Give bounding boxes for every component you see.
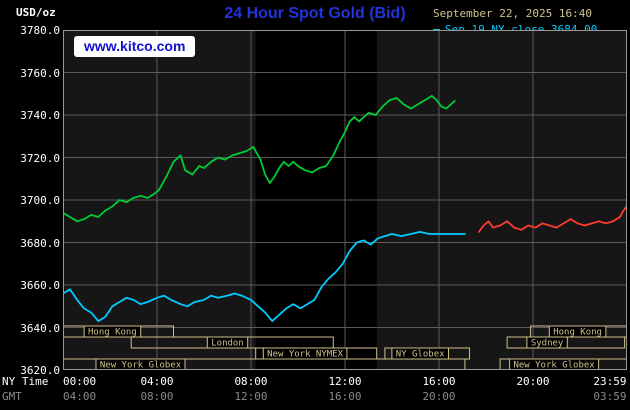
y-tick-label: 3760.0 [20, 66, 60, 80]
gmt-axis-label: GMT [2, 390, 22, 403]
session-label-box [509, 358, 600, 370]
x-tick-gmt-label: 04:00 [63, 390, 97, 403]
session-label-box [526, 336, 568, 349]
y-tick-label: 3680.0 [20, 236, 60, 250]
x-tick-ny-label: 04:00 [140, 375, 174, 388]
session-label: London [211, 339, 244, 349]
x-tick-gmt-label: 20:00 [422, 390, 456, 403]
plot-border [63, 30, 627, 370]
x-tick-gmt-label: 03:59 [593, 390, 627, 403]
ny-time-axis-label: NY Time [2, 375, 49, 388]
session-label: New York Globex [513, 361, 595, 371]
plot-svg: Hong Kong Hong Kong London Sydney New York N… [63, 30, 627, 370]
session-label: New York Globex [100, 361, 182, 371]
x-tick-ny-label: 20:00 [516, 375, 550, 388]
x-tick-ny-label: 23:59 [593, 375, 627, 388]
x-tick-ny-label: 12:00 [328, 375, 362, 388]
x-tick-ny-label: 08:00 [234, 375, 268, 388]
session-label: New York NYMEX [267, 350, 343, 360]
session-label: Hong Kong [88, 328, 137, 338]
y-tick-label: 3620.0 [20, 364, 60, 377]
x-tick-gmt-label: 12:00 [234, 390, 268, 403]
y-tick-label: 3700.0 [20, 194, 60, 207]
x-tick-ny-label: 16:00 [422, 375, 456, 388]
y-tick-label: 3640.0 [20, 321, 60, 335]
session-label: Hong Kong [553, 328, 602, 338]
series-line-2 [63, 95, 456, 223]
series-line-1 [477, 205, 627, 233]
page-title: 24 Hour Spot Gold (Bid) [224, 5, 406, 22]
unit-label: USD/oz [16, 6, 56, 19]
session-label: NY Globex [396, 350, 445, 360]
x-tick-gmt-label: 08:00 [140, 390, 174, 403]
y-tick-label: 3780.0 [20, 24, 60, 37]
session-label: Sydney [531, 339, 564, 349]
session-label-box [95, 358, 186, 370]
y-tick-label: 3660.0 [20, 279, 60, 292]
series-line-0 [63, 230, 466, 323]
session-label-box [83, 325, 142, 338]
timestamp: September 22, 2025 16:40 [433, 7, 592, 20]
session-bar [63, 358, 466, 370]
y-tick-label: 3720.0 [20, 151, 60, 165]
x-tick-gmt-label: 16:00 [328, 390, 362, 403]
session-label-box [206, 336, 249, 349]
y-tick-label: 3740.0 [20, 109, 60, 122]
kitco-watermark-link[interactable]: www.kitco.com [74, 36, 196, 57]
x-tick-ny-label: 00:00 [63, 375, 97, 388]
